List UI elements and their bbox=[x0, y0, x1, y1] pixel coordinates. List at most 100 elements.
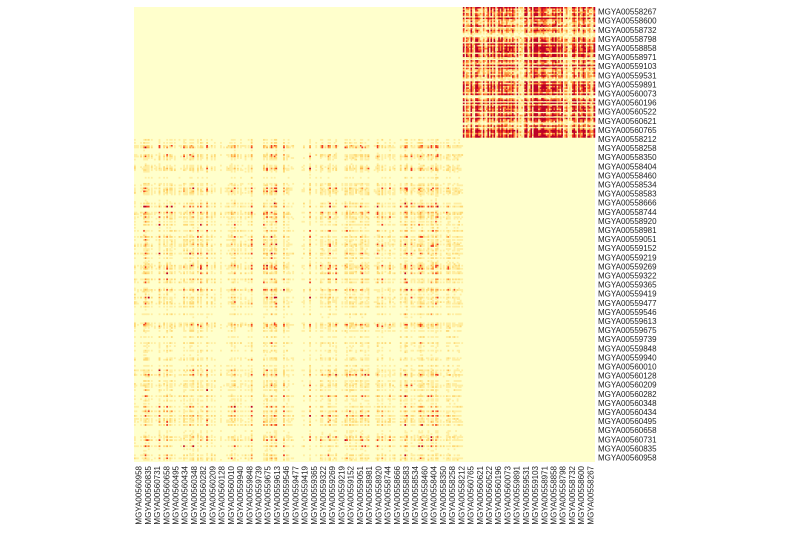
heatmap-cell bbox=[571, 35, 574, 38]
heatmap-cell bbox=[462, 114, 465, 117]
heatmap-cell bbox=[465, 43, 468, 46]
heatmap-cell bbox=[493, 11, 496, 14]
heatmap-cell bbox=[544, 102, 547, 105]
heatmap-cell bbox=[544, 60, 547, 62]
heatmap-cell bbox=[502, 58, 505, 61]
heatmap-cell bbox=[581, 31, 583, 34]
heatmap-cell bbox=[472, 49, 474, 52]
heatmap-cell bbox=[476, 99, 479, 102]
heatmap-cell bbox=[559, 7, 562, 9]
heatmap-cell bbox=[545, 20, 548, 23]
heatmap-cell bbox=[532, 7, 534, 9]
heatmap-cell bbox=[488, 7, 491, 9]
heatmap-cell bbox=[485, 16, 488, 18]
heatmap-cell bbox=[550, 70, 553, 73]
heatmap-cell bbox=[553, 40, 556, 43]
heatmap-cell bbox=[476, 110, 479, 112]
heatmap-cell bbox=[488, 66, 491, 68]
heatmap-cell bbox=[535, 113, 537, 115]
heatmap-cell bbox=[582, 7, 585, 9]
heatmap-cell bbox=[472, 67, 474, 70]
heatmap-cell bbox=[564, 28, 567, 30]
heatmap-cell bbox=[582, 101, 585, 103]
heatmap-cell bbox=[476, 17, 479, 20]
heatmap-cell bbox=[561, 81, 563, 84]
heatmap-cell bbox=[585, 107, 588, 109]
heatmap-cell bbox=[582, 44, 585, 47]
heatmap-cell bbox=[542, 28, 545, 30]
heatmap-cell bbox=[462, 87, 465, 90]
heatmap-cell bbox=[588, 14, 591, 17]
heatmap-cell bbox=[512, 34, 514, 37]
heatmap-cell bbox=[499, 117, 502, 120]
heatmap-cell bbox=[499, 40, 502, 43]
heatmap-cell bbox=[576, 117, 579, 120]
heatmap-cell bbox=[488, 93, 491, 96]
heatmap-cell bbox=[496, 98, 499, 100]
heatmap-cell bbox=[512, 44, 514, 47]
heatmap-cell bbox=[504, 52, 507, 55]
heatmap-cell bbox=[584, 32, 587, 35]
heatmap-cell bbox=[502, 116, 505, 118]
heatmap-cell bbox=[587, 108, 590, 111]
heatmap-cell bbox=[544, 61, 547, 64]
heatmap-cell bbox=[591, 7, 594, 9]
heatmap-cell bbox=[485, 43, 488, 46]
heatmap-cell bbox=[476, 61, 479, 64]
heatmap-cell bbox=[548, 78, 551, 81]
heatmap-cell bbox=[473, 54, 476, 56]
heatmap-cell bbox=[582, 32, 585, 35]
heatmap-cell bbox=[530, 11, 533, 14]
heatmap-cell bbox=[528, 63, 531, 65]
heatmap-cell bbox=[555, 19, 557, 21]
heatmap-cell bbox=[587, 32, 590, 35]
heatmap-cell bbox=[585, 7, 588, 9]
heatmap-cell bbox=[490, 28, 493, 30]
heatmap-cell bbox=[584, 47, 587, 50]
heatmap-cell bbox=[470, 10, 473, 12]
heatmap-cell bbox=[504, 25, 507, 27]
heatmap-cell bbox=[542, 107, 545, 109]
heatmap-cell bbox=[525, 61, 528, 64]
heatmap-cell bbox=[556, 102, 559, 105]
heatmap-cell bbox=[467, 52, 470, 55]
heatmap-cell bbox=[575, 88, 577, 91]
heatmap-cell bbox=[584, 28, 587, 30]
heatmap-cell bbox=[539, 40, 542, 43]
heatmap-cell bbox=[528, 19, 531, 21]
heatmap-cell bbox=[524, 84, 527, 87]
heatmap-cell bbox=[475, 88, 477, 91]
heatmap-cell bbox=[525, 99, 528, 102]
heatmap-cell bbox=[515, 29, 517, 32]
heatmap-cell bbox=[568, 43, 571, 46]
heatmap-cell bbox=[513, 69, 516, 71]
heatmap-cell bbox=[539, 38, 542, 41]
heatmap-cell bbox=[581, 116, 583, 118]
heatmap-cell bbox=[519, 7, 522, 9]
heatmap-cell bbox=[475, 31, 477, 34]
heatmap-cell bbox=[556, 17, 559, 20]
heatmap-cell bbox=[593, 43, 596, 46]
heatmap-cell bbox=[541, 88, 544, 91]
heatmap-cell bbox=[584, 98, 587, 100]
heatmap-cell bbox=[590, 47, 593, 50]
heatmap-cell bbox=[533, 70, 536, 73]
heatmap-cell bbox=[550, 28, 553, 30]
heatmap-cell bbox=[535, 20, 537, 23]
heatmap-cell bbox=[553, 90, 556, 93]
heatmap-cell bbox=[553, 75, 556, 78]
heatmap-cell bbox=[545, 76, 548, 79]
heatmap-cell bbox=[479, 64, 482, 67]
heatmap-cell bbox=[564, 99, 567, 102]
heatmap-cell bbox=[588, 22, 591, 24]
heatmap-cell bbox=[490, 46, 493, 49]
heatmap-cell bbox=[476, 63, 479, 65]
heatmap-cell bbox=[591, 22, 594, 24]
heatmap-cell bbox=[499, 87, 502, 90]
heatmap-cell bbox=[475, 113, 477, 115]
heatmap-cell bbox=[555, 49, 557, 52]
heatmap-cell bbox=[528, 85, 531, 88]
heatmap-cell bbox=[536, 76, 539, 79]
heatmap-cell bbox=[462, 60, 465, 62]
heatmap-cell bbox=[496, 57, 499, 59]
